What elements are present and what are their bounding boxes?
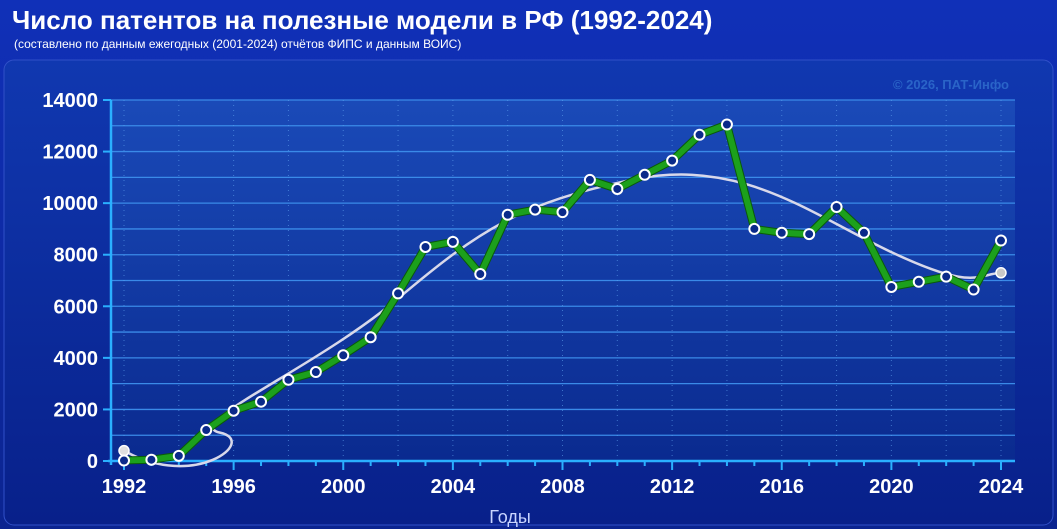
data-point bbox=[283, 375, 293, 385]
x-tick-label: 2004 bbox=[431, 476, 476, 498]
x-tick-label: 2016 bbox=[760, 476, 805, 498]
y-tick-label: 4000 bbox=[54, 348, 99, 370]
data-point bbox=[695, 130, 705, 140]
data-point bbox=[503, 210, 513, 220]
data-point bbox=[585, 175, 595, 185]
data-point bbox=[256, 397, 266, 407]
y-tick-label: 2000 bbox=[54, 399, 99, 421]
data-point bbox=[201, 425, 211, 435]
data-point bbox=[174, 451, 184, 461]
data-point bbox=[448, 237, 458, 247]
x-tick-label: 2012 bbox=[650, 476, 695, 498]
y-tick-label: 6000 bbox=[54, 296, 99, 318]
trend-end-point bbox=[996, 268, 1006, 278]
y-tick-label: 10000 bbox=[42, 193, 98, 215]
x-tick-label: 2020 bbox=[869, 476, 914, 498]
x-axis-label: Годы bbox=[489, 507, 531, 527]
data-point bbox=[804, 229, 814, 239]
data-point bbox=[722, 119, 732, 129]
data-point bbox=[146, 455, 156, 465]
y-tick-label: 0 bbox=[87, 451, 98, 473]
y-tick-label: 8000 bbox=[54, 245, 99, 267]
data-point bbox=[941, 272, 951, 282]
x-tick-labels: 1992 1996 2000 2004 2008 2012 2016 2020 2024 bbox=[102, 476, 1024, 498]
data-point bbox=[338, 350, 348, 360]
data-point bbox=[667, 156, 677, 166]
copyright-label: © 2026, ПАТ-Инфо bbox=[893, 77, 1009, 92]
data-point bbox=[914, 277, 924, 287]
data-point bbox=[393, 288, 403, 298]
data-point bbox=[530, 205, 540, 215]
x-tick-label: 1996 bbox=[211, 476, 256, 498]
y-tick-label: 14000 bbox=[42, 90, 98, 112]
data-point bbox=[640, 170, 650, 180]
data-point bbox=[859, 228, 869, 238]
x-tick-label: 1992 bbox=[102, 476, 147, 498]
data-point bbox=[420, 242, 430, 252]
data-point bbox=[969, 285, 979, 295]
data-point bbox=[229, 406, 239, 416]
data-point bbox=[612, 184, 622, 194]
data-point bbox=[119, 455, 129, 465]
data-point bbox=[749, 224, 759, 234]
data-point bbox=[996, 236, 1006, 246]
data-point bbox=[311, 367, 321, 377]
data-point bbox=[886, 282, 896, 292]
x-tick-label: 2008 bbox=[540, 476, 585, 498]
data-point bbox=[777, 228, 787, 238]
data-point bbox=[558, 207, 568, 217]
x-tick-label: 2000 bbox=[321, 476, 366, 498]
trend-start-point bbox=[119, 446, 129, 456]
y-tick-label: 12000 bbox=[42, 142, 98, 164]
data-point bbox=[366, 332, 376, 342]
data-point bbox=[832, 202, 842, 212]
x-tick-label: 2024 bbox=[979, 476, 1024, 498]
data-point bbox=[475, 269, 485, 279]
